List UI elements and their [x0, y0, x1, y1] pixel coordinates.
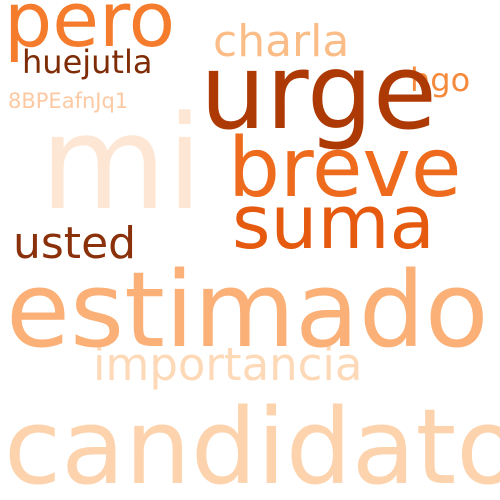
word-pero: pero — [4, 0, 176, 64]
word-suma: suma — [232, 180, 435, 266]
word-candidato: candidato — [4, 386, 500, 500]
word-hgo: hgo — [410, 61, 471, 99]
word-importancia: importancia — [93, 338, 363, 391]
word-mi: mi — [40, 87, 203, 239]
word-breve: breve — [228, 121, 462, 216]
word-urge: urge — [200, 31, 437, 153]
word-estimado: estimado — [6, 249, 489, 371]
word-code: 8BPEafnJq1 — [8, 89, 129, 113]
word-huejutla: huejutla — [22, 43, 153, 81]
word-charla: charla — [213, 16, 350, 67]
word-usted: usted — [13, 218, 137, 269]
